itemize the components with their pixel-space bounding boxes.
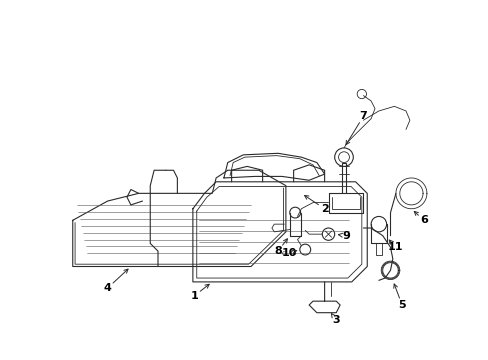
Text: 3: 3 (332, 315, 339, 325)
Text: 1: 1 (190, 291, 198, 301)
Text: 5: 5 (398, 300, 405, 310)
Text: 11: 11 (387, 242, 403, 252)
Text: c  fc: c fc (282, 250, 297, 256)
Text: 6: 6 (419, 215, 427, 225)
Text: 7: 7 (359, 111, 366, 121)
Text: 2: 2 (320, 204, 328, 214)
Text: 4: 4 (103, 283, 111, 293)
Text: 8: 8 (274, 246, 282, 256)
Text: 10: 10 (282, 248, 297, 258)
Text: 9: 9 (342, 231, 349, 241)
